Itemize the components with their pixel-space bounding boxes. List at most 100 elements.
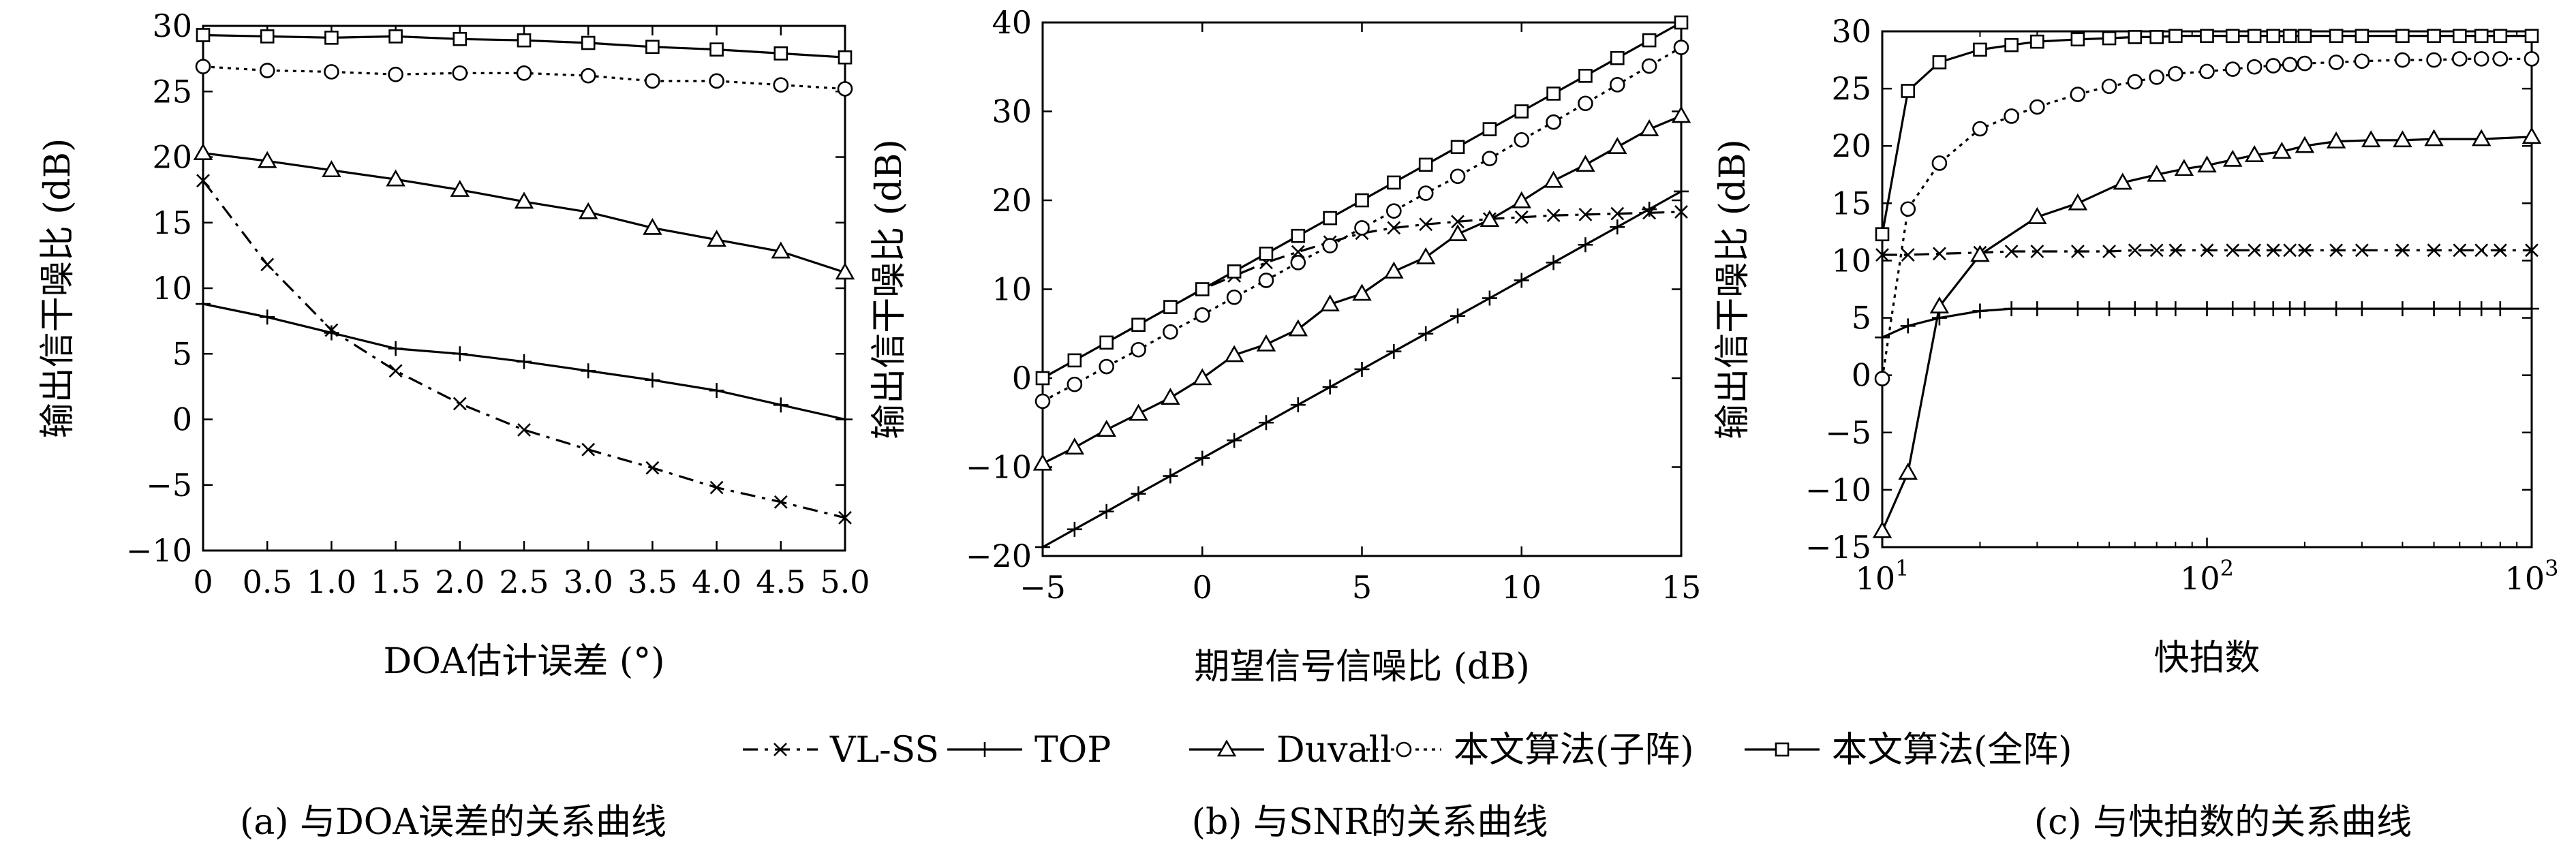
series-duvall-c [1872,127,2542,538]
data-point [2266,29,2281,44]
data-point [2265,301,2281,317]
data-point [2427,243,2441,258]
data-point [645,461,660,475]
data-point [2492,301,2508,317]
data-point [1610,50,1625,65]
x-tick-label: 103 [2505,555,2559,597]
y-tick-label: 15 [152,204,192,241]
data-point [1386,343,1402,359]
data-point [2149,243,2164,258]
data-point [581,442,596,457]
data-point [2226,243,2240,258]
data-point [1384,261,1404,279]
x-tick-label: 102 [2180,555,2234,597]
data-point [1546,208,1561,223]
data-point [1291,245,1305,259]
y-tick-label: 20 [992,182,1032,219]
legend-label: 本文算法(全阵) [1832,730,2072,771]
data-point [2168,243,2183,258]
data-point [2524,301,2539,317]
series-fullarray-a [196,28,853,65]
y-tick-label: 25 [1831,70,1871,107]
data-point [1932,55,1947,69]
data-point [2282,29,2297,44]
data-point [1322,238,1338,253]
data-point [1224,345,1244,362]
data-point [2168,301,2183,317]
data-point [2424,129,2444,146]
data-point [1578,237,1593,253]
data-point [1932,247,1946,261]
y-tick-label: −10 [966,449,1032,486]
data-point [2127,74,2143,90]
y-tick-label: 30 [1831,13,1871,50]
series-duvall-a [193,143,855,280]
data-point [838,510,852,525]
y-axis-label: 输出信干噪比 (dB) [869,139,910,439]
data-point [1355,193,1369,208]
data-point [838,50,853,65]
series-top-c [1875,301,2539,345]
legend-entry-subarray: 本文算法(子阵) [1366,730,1694,771]
x-tick-label: 3.0 [564,563,613,600]
series-top-b [1035,183,1689,555]
data-point [2452,29,2467,44]
data-point [1418,326,1434,341]
legend-marker [1216,739,1237,757]
data-point [2174,159,2194,176]
data-point [1450,140,1465,154]
data-point [1387,175,1401,190]
data-point [2199,63,2215,80]
data-point [2004,301,2019,317]
y-tick-label: 0 [1852,357,1871,394]
x-tick-label: 0 [1193,569,1212,606]
panel-a: −10 −5 0 5 10 15 20 25 30 0 0.5 1.0 1.5 2.0 2.5 3.0 3.5 4… [37,7,870,682]
data-point [2101,78,2117,95]
data-point [580,67,596,84]
data-point [2225,301,2241,317]
data-point [452,65,468,81]
y-tick-label: −10 [126,532,192,569]
x-tick-label: 2.0 [435,563,485,600]
data-point [645,73,660,89]
data-point [2070,301,2085,317]
data-point [2329,301,2344,317]
series-line [1042,46,1682,403]
data-point [2393,130,2412,148]
legend-marker [773,743,787,756]
data-point [1578,95,1593,112]
y-tick-label: 10 [152,270,192,307]
data-point [581,35,596,50]
data-point [1034,393,1051,409]
data-point [257,151,277,168]
data-point [516,65,532,81]
x-tick-label: 5.0 [820,563,870,600]
data-point [1451,215,1465,229]
data-point [259,63,275,78]
data-point [2328,55,2344,70]
data-point [2244,145,2265,162]
data-point [2200,29,2214,44]
data-point [324,325,339,341]
data-point [1099,358,1114,375]
data-point [578,202,598,219]
data-point [1972,303,1988,319]
y-tick-label: 20 [1831,127,1871,164]
data-point [1973,42,1987,57]
data-point [1514,132,1530,148]
x-tick-label: 3.5 [628,563,677,600]
y-axis-label: 输出信干噪比 (dB) [1713,139,1753,439]
data-point [2426,52,2442,68]
data-point [2395,301,2410,317]
series-subarray-a [195,59,853,97]
data-point [2282,301,2298,317]
x-tick-label: 10 [1501,569,1542,606]
data-point [2247,301,2263,317]
legend-label: VL-SS [829,730,939,771]
data-point [1610,77,1625,93]
legend-entry-duvall: Duvall [1189,730,1392,771]
data-point [1129,403,1148,421]
data-point [1163,300,1178,314]
data-point [1194,307,1210,323]
data-point [1032,453,1053,471]
